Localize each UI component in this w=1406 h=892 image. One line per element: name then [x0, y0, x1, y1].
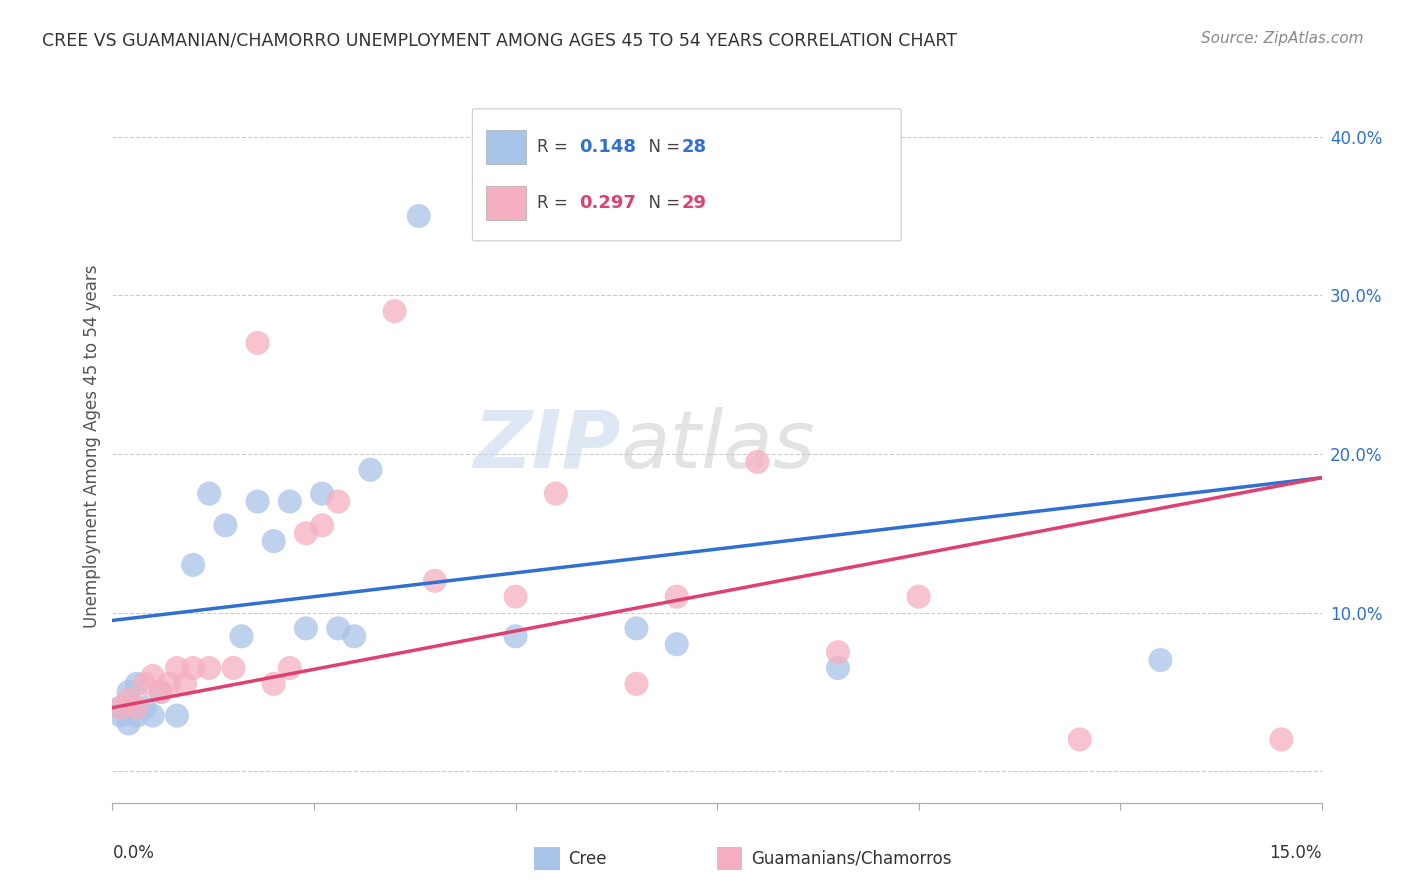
Point: [328, 621, 350, 635]
Y-axis label: Unemployment Among Ages 45 to 54 years: Unemployment Among Ages 45 to 54 years: [83, 264, 101, 628]
Point: [166, 708, 188, 723]
Text: 0.148: 0.148: [579, 137, 637, 155]
Point: [198, 661, 221, 675]
Point: [149, 685, 172, 699]
Point: [278, 661, 301, 675]
Text: N =: N =: [638, 137, 686, 155]
Point: [110, 708, 132, 723]
Point: [166, 661, 188, 675]
Point: [125, 677, 148, 691]
Point: [117, 692, 139, 706]
Point: [110, 700, 132, 714]
Point: [328, 494, 350, 508]
Point: [117, 716, 139, 731]
Point: [278, 494, 301, 508]
Point: [198, 486, 221, 500]
Point: [174, 677, 197, 691]
Point: [263, 677, 285, 691]
Point: [181, 558, 204, 572]
Point: [1149, 653, 1171, 667]
Point: [110, 700, 132, 714]
Point: [214, 518, 236, 533]
Point: [359, 463, 381, 477]
Text: Source: ZipAtlas.com: Source: ZipAtlas.com: [1201, 31, 1364, 46]
Point: [827, 645, 849, 659]
Point: [134, 700, 156, 714]
Text: 15.0%: 15.0%: [1270, 845, 1322, 863]
Point: [665, 637, 688, 651]
Point: [125, 700, 148, 714]
Point: [263, 534, 285, 549]
Point: [311, 518, 333, 533]
Text: 0.0%: 0.0%: [112, 845, 155, 863]
Text: Guamanians/Chamorros: Guamanians/Chamorros: [751, 849, 952, 868]
Point: [157, 677, 180, 691]
Point: [505, 629, 527, 643]
Point: [665, 590, 688, 604]
Point: [142, 669, 165, 683]
Point: [246, 494, 269, 508]
Point: [747, 455, 769, 469]
Point: [343, 629, 366, 643]
Point: [626, 677, 648, 691]
Point: [1069, 732, 1091, 747]
Point: [1270, 732, 1292, 747]
Text: CREE VS GUAMANIAN/CHAMORRO UNEMPLOYMENT AMONG AGES 45 TO 54 YEARS CORRELATION CH: CREE VS GUAMANIAN/CHAMORRO UNEMPLOYMENT …: [42, 31, 957, 49]
Point: [231, 629, 253, 643]
Point: [222, 661, 245, 675]
Text: atlas: atlas: [620, 407, 815, 485]
Text: Cree: Cree: [568, 849, 606, 868]
Point: [125, 708, 148, 723]
Point: [134, 677, 156, 691]
Point: [295, 621, 318, 635]
Text: 29: 29: [682, 194, 707, 212]
Point: [423, 574, 446, 588]
Point: [311, 486, 333, 500]
Point: [142, 708, 165, 723]
Point: [295, 526, 318, 541]
Point: [149, 685, 172, 699]
Point: [408, 209, 430, 223]
Text: ZIP: ZIP: [472, 407, 620, 485]
Point: [544, 486, 567, 500]
Point: [626, 621, 648, 635]
Point: [505, 590, 527, 604]
Text: N =: N =: [638, 194, 686, 212]
Text: R =: R =: [537, 137, 574, 155]
Point: [827, 661, 849, 675]
Text: 28: 28: [682, 137, 707, 155]
Text: R =: R =: [537, 194, 574, 212]
Point: [384, 304, 406, 318]
Point: [181, 661, 204, 675]
Point: [117, 685, 139, 699]
Point: [907, 590, 929, 604]
Point: [246, 335, 269, 350]
Text: 0.297: 0.297: [579, 194, 636, 212]
